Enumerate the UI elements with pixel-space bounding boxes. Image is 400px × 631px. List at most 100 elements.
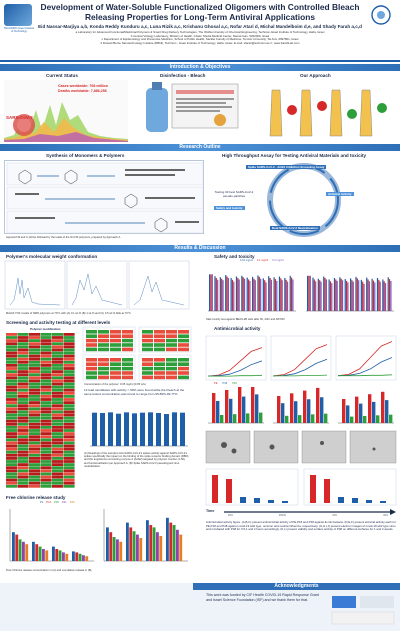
heatmap-cell [52, 398, 64, 401]
safety-bar [371, 278, 373, 311]
antiviral-bar [363, 415, 367, 423]
antiviral-bars [208, 387, 394, 424]
activity-heatmap [6, 333, 75, 488]
surface-panel [205, 468, 299, 506]
heatmap-cell [63, 379, 75, 383]
poster-title: Development of Water-Soluble Functionali… [40, 2, 360, 22]
approach-table-cell [122, 358, 133, 362]
heatmap-cell [40, 481, 52, 485]
heatmap-cell [6, 447, 18, 451]
neutralization-bar [172, 412, 177, 446]
heatmap-cell [29, 391, 41, 395]
assay-step-neutralization: Real SARS-CoV-2 Neutralization [270, 226, 320, 230]
heatmap-cell [63, 444, 75, 448]
safety-bar [274, 279, 277, 311]
heatmap-cell [40, 385, 52, 389]
safety-bar [209, 274, 211, 311]
heatmap-cell [29, 398, 41, 401]
safety-bar [325, 279, 328, 311]
safety-bar [315, 281, 317, 311]
safety-bar [374, 282, 376, 311]
farah-lab-logo [371, 5, 391, 25]
approach-table-cell [142, 375, 153, 380]
heatmap-cell [17, 466, 29, 470]
safety-bar [221, 278, 223, 311]
heatmap-cell [29, 385, 41, 389]
safety-bar [317, 278, 319, 311]
heatmap-cell [6, 379, 18, 383]
antiviral-bar [212, 393, 216, 423]
heatmap-cell [40, 416, 52, 420]
approach-table-cell [110, 334, 121, 338]
heatmap-cell [17, 484, 29, 488]
safety-bar [241, 275, 243, 311]
heatmap-cell [6, 460, 18, 463]
approach-table-cell [98, 330, 109, 334]
approach-table-cell [110, 362, 121, 366]
safety-bar [273, 277, 275, 311]
safety-note: Safe toxicity test against BEAS-2B cells… [206, 318, 286, 321]
safety-bar [328, 279, 330, 311]
heatmap-cell [29, 373, 41, 377]
heatmap-cell [17, 457, 29, 460]
safety-bar [257, 275, 259, 311]
heatmap-cell [6, 370, 18, 373]
chlorine-bar [126, 522, 129, 561]
heatmap-cell [63, 391, 75, 395]
heatmap-cell [63, 432, 75, 435]
heatmap-cell [63, 453, 75, 457]
heatmap-cell [6, 339, 18, 342]
heatmap-cell [63, 469, 75, 473]
antiviral-bar [233, 414, 237, 423]
approach-table-cell [166, 330, 177, 334]
heatmap-cell [29, 339, 41, 342]
approach-table-cell [154, 334, 165, 338]
approach-table-cell [122, 371, 133, 375]
heatmap-cell [17, 438, 29, 442]
heatmap-cell [40, 463, 52, 466]
heatmap-cell [17, 357, 29, 361]
chlorine-title: Free chlorine release study [6, 495, 66, 500]
heatmap-cell [29, 450, 41, 454]
heatmap-cell [40, 395, 52, 398]
heatmap-cell [63, 426, 75, 429]
safety-bar [388, 279, 391, 311]
chlorine-bar [136, 534, 139, 561]
chlorine-bar [109, 532, 113, 561]
approach-table-cell [166, 358, 177, 362]
approach-table-cell [154, 371, 165, 375]
heatmap-cell [40, 357, 52, 361]
heatmap-cell [63, 429, 75, 432]
safety-bar [264, 280, 266, 311]
safety-bar [260, 278, 262, 311]
heatmap-cell [52, 407, 64, 411]
safety-bar [313, 279, 315, 311]
heatmap-cell [29, 478, 41, 482]
heatmap-cell [17, 401, 29, 404]
chlorine-bar [58, 550, 62, 561]
heatmap-cell [29, 379, 41, 383]
assay-center-label: Testing 33 best SARS-CoV-2 pseudo-partic… [214, 190, 254, 198]
approach-table-cell [110, 330, 121, 334]
polymer-modification-label: Polymer modification [30, 327, 61, 331]
chlorine-bar [72, 551, 75, 561]
approach-table-cell [86, 347, 97, 352]
heatmap-cell [6, 441, 18, 445]
heatmap-cell [29, 345, 41, 349]
heatmap-cell [29, 360, 41, 364]
safety-bar [362, 281, 364, 311]
safety-bar [292, 279, 294, 311]
legend-pe: PE [214, 382, 218, 385]
heatmap-cell [40, 379, 52, 383]
heatmap-cell [6, 426, 18, 429]
legend-01: 0.1 mg/ml [256, 259, 269, 262]
approach-table-cell [154, 338, 165, 343]
antiviral-bar [320, 397, 324, 423]
heatmap-cell [40, 466, 52, 470]
heatmap-cell [63, 416, 75, 420]
heatmap-cell [52, 432, 64, 435]
heatmap-cell [17, 360, 29, 364]
heatmap-cell [52, 357, 64, 361]
approach-table-cell [122, 366, 133, 371]
legend-001: 0.01 mg/ml [240, 259, 253, 262]
